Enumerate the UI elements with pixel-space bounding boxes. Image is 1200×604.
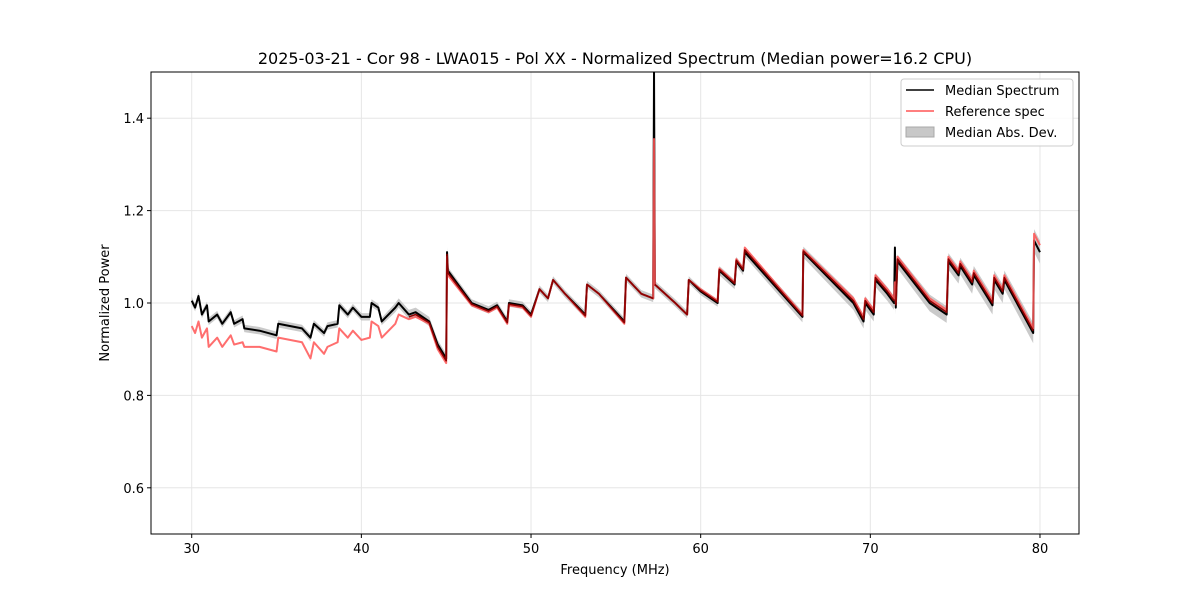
x-tick-label: 50 — [523, 542, 540, 557]
legend-reference-label: Reference spec — [945, 105, 1045, 120]
x-tick-label: 40 — [353, 542, 370, 557]
y-tick-label: 0.6 — [123, 482, 144, 497]
overlap-line — [408, 253, 654, 362]
y-tick-label: 1.4 — [123, 112, 144, 127]
y-axis-label: Normalized Power — [98, 244, 113, 362]
overlap-line — [654, 249, 895, 320]
legend-box — [900, 78, 1074, 147]
x-tick-label: 80 — [1032, 542, 1049, 557]
chart-title: 2025-03-21 - Cor 98 - LWA015 - Pol XX - … — [258, 49, 972, 68]
axis-ticks: 30 40 50 60 70 80 0.6 0.8 1.0 1.2 1.4 — [123, 112, 1048, 557]
y-tick-label: 1.0 — [123, 297, 144, 312]
overlap-line — [894, 258, 1034, 332]
series-group — [190, 72, 1041, 365]
legend-mad-swatch — [905, 126, 935, 138]
plot-marks — [190, 72, 1041, 365]
x-axis-label: Frequency (MHz) — [560, 563, 669, 578]
legend-mad-label: Median Abs. Dev. — [945, 126, 1057, 141]
legend: Median Spectrum Reference spec Median Ab… — [900, 78, 1074, 147]
x-tick-label: 30 — [183, 542, 200, 557]
x-tick-label: 70 — [862, 542, 879, 557]
x-tick-label: 60 — [692, 542, 709, 557]
legend-median-label: Median Spectrum — [945, 84, 1059, 99]
y-tick-label: 0.8 — [123, 389, 144, 404]
y-tick-label: 1.2 — [123, 205, 144, 220]
